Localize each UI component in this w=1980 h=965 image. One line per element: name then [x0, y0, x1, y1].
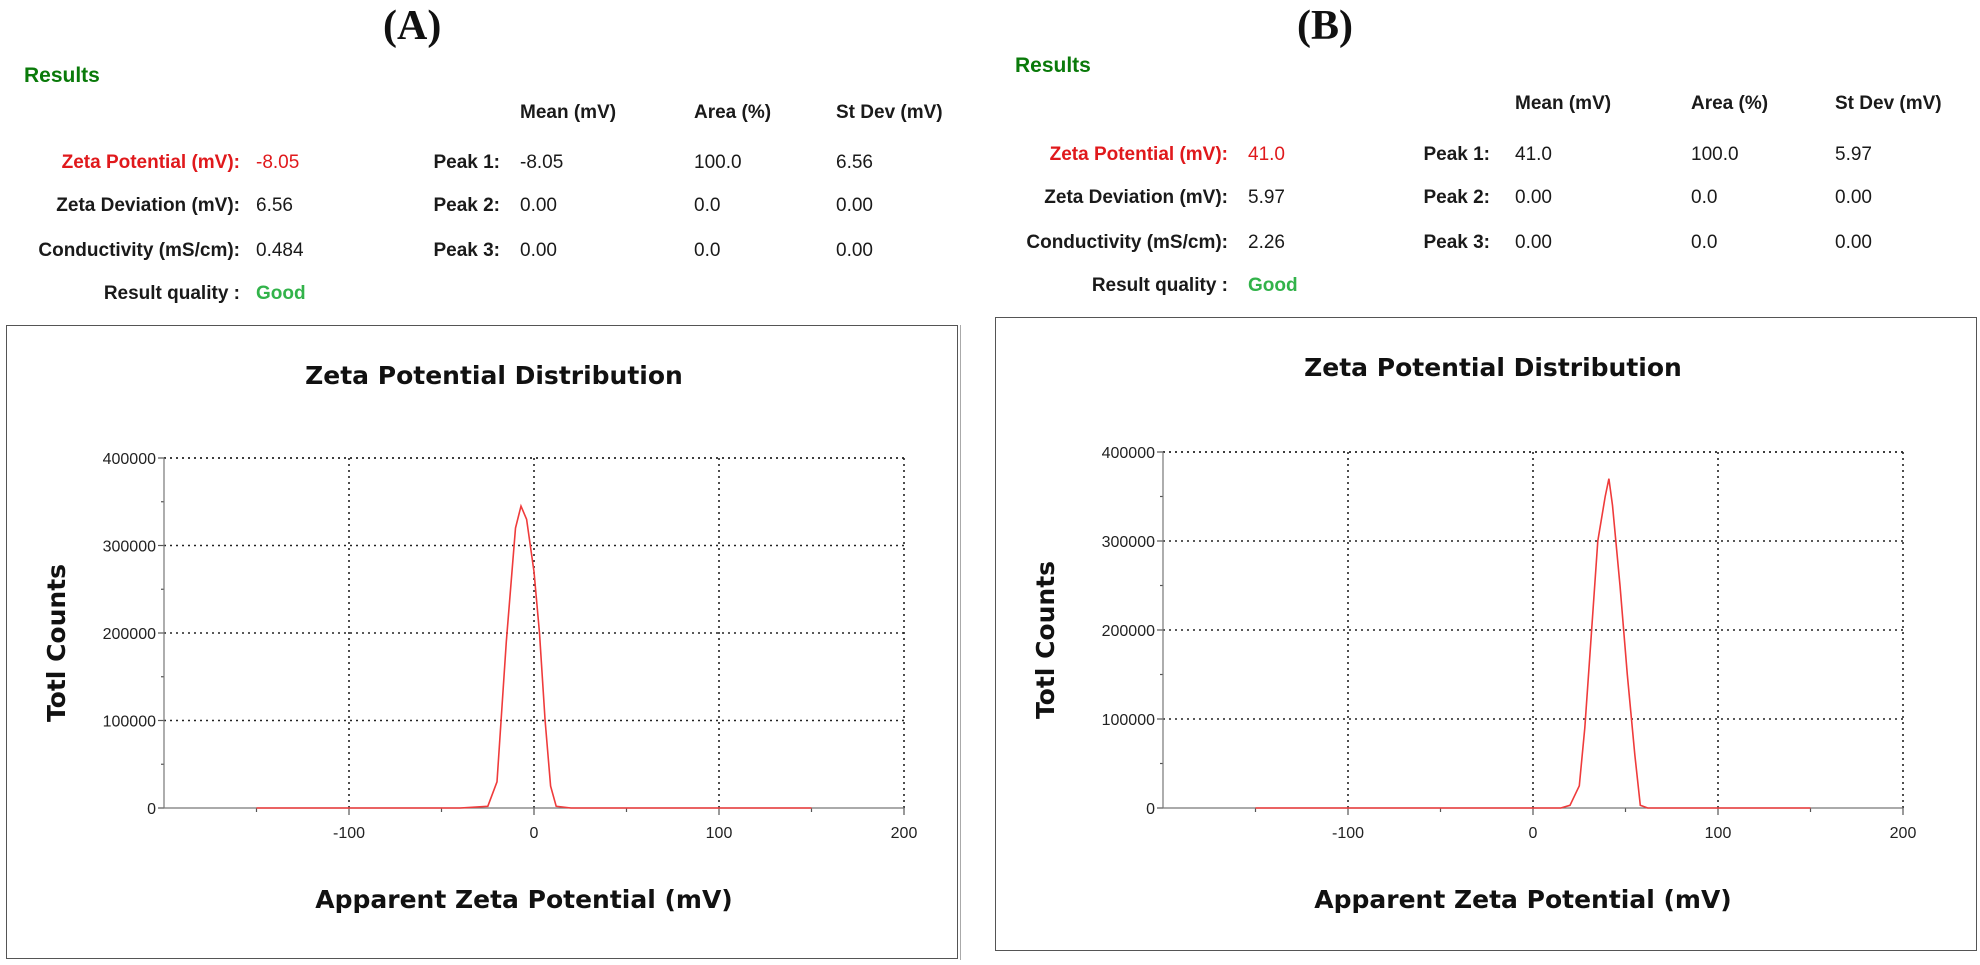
series-line: [1255, 478, 1811, 809]
peak-3-stdev: 0.00: [1835, 232, 1872, 253]
results-heading: Results: [1015, 54, 1091, 77]
y-tick-label: 0: [1146, 801, 1155, 818]
peak-1-stdev: 6.56: [836, 152, 873, 173]
chart-frame: Zeta Potential Distribution 0 100000 200000…: [995, 317, 1977, 951]
peak-3-area: 0.0: [1691, 232, 1718, 253]
zeta-potential-value: -8.05: [256, 152, 300, 173]
panel-a: (A) Results Zeta Potential (mV): -8.05 Z…: [0, 0, 980, 965]
peak-1-mean: 41.0: [1515, 144, 1552, 165]
x-tick-label: 0: [530, 825, 539, 842]
y-tick-label: 200000: [1102, 623, 1155, 640]
peak-3-label: Peak 3:: [433, 240, 500, 261]
x-tick-label: 200: [1890, 825, 1917, 842]
x-tick-label: 0: [1529, 825, 1538, 842]
peak-2-label: Peak 2:: [1423, 187, 1490, 208]
x-tick-label: -100: [1332, 825, 1364, 842]
conductivity-value: 2.26: [1248, 232, 1285, 253]
result-quality-value: Good: [1248, 275, 1298, 296]
conductivity-label: Conductivity (mS/cm):: [38, 240, 240, 261]
y-tick-label: 100000: [103, 714, 156, 731]
conductivity-value: 0.484: [256, 240, 304, 261]
peak-3-area: 0.0: [694, 240, 721, 261]
zeta-deviation-value: 6.56: [256, 195, 293, 216]
y-tick-label: 400000: [1102, 445, 1155, 462]
col-head-stdev: St Dev (mV): [1835, 93, 1942, 114]
y-axis-title: Totl Counts: [42, 564, 71, 722]
peak-3-mean: 0.00: [1515, 232, 1552, 253]
chart-title: Zeta Potential Distribution: [305, 361, 683, 390]
panel-label: (A): [383, 3, 442, 49]
y-tick-label: 300000: [1102, 534, 1155, 551]
chart-title: Zeta Potential Distribution: [1304, 353, 1682, 382]
zeta-potential-value: 41.0: [1248, 144, 1285, 165]
col-head-stdev: St Dev (mV): [836, 102, 943, 123]
peak-1-area: 100.0: [694, 152, 742, 173]
y-tick-label: 100000: [1102, 712, 1155, 729]
y-axis-title: Totl Counts: [1031, 561, 1060, 719]
results-heading: Results: [24, 64, 100, 87]
peak-2-area: 0.0: [1691, 187, 1718, 208]
peak-2-stdev: 0.00: [1835, 187, 1872, 208]
col-head-area: Area (%): [694, 102, 772, 123]
peak-3-stdev: 0.00: [836, 240, 873, 261]
panel-separator: [960, 325, 964, 960]
x-axis-title: Apparent Zeta Potential (mV): [1314, 885, 1731, 914]
peak-1-area: 100.0: [1691, 144, 1739, 165]
peak-1-stdev: 5.97: [1835, 144, 1872, 165]
y-tick-label: 200000: [103, 626, 156, 643]
zeta-chart-a: Zeta Potential Distribution 0 100000 200000…: [42, 361, 918, 914]
peak-2-stdev: 0.00: [836, 195, 873, 216]
zeta-potential-label: Zeta Potential (mV):: [61, 152, 240, 173]
zeta-chart-b: Zeta Potential Distribution 0 100000 200000…: [1031, 353, 1917, 914]
x-axis-title: Apparent Zeta Potential (mV): [315, 885, 732, 914]
peak-2-label: Peak 2:: [433, 195, 500, 216]
result-quality-label: Result quality :: [1091, 275, 1228, 296]
conductivity-label: Conductivity (mS/cm):: [1026, 232, 1228, 253]
y-tick-label: 400000: [103, 451, 156, 468]
panel-b: (B) Results Zeta Potential (mV): 41.0 Ze…: [995, 0, 1980, 965]
zeta-deviation-value: 5.97: [1248, 187, 1285, 208]
y-tick-label: 300000: [103, 539, 156, 556]
peak-1-label: Peak 1:: [1423, 144, 1490, 165]
x-tick-label: 100: [1705, 825, 1732, 842]
col-head-area: Area (%): [1691, 93, 1769, 114]
col-head-mean: Mean (mV): [520, 102, 617, 123]
peak-3-label: Peak 3:: [1423, 232, 1490, 253]
zeta-deviation-label: Zeta Deviation (mV):: [1044, 187, 1228, 208]
x-tick-label: 100: [706, 825, 733, 842]
series-line: [256, 503, 812, 809]
x-tick-label: 200: [891, 825, 918, 842]
col-head-mean: Mean (mV): [1515, 93, 1612, 114]
chart-frame: Zeta Potential Distribution 0 100000 200000…: [6, 325, 958, 959]
panel-label: (B): [1297, 3, 1353, 49]
y-tick-label: 0: [147, 801, 156, 818]
peak-2-mean: 0.00: [1515, 187, 1552, 208]
zeta-potential-label: Zeta Potential (mV):: [1049, 144, 1228, 165]
peak-3-mean: 0.00: [520, 240, 557, 261]
peak-2-mean: 0.00: [520, 195, 557, 216]
x-tick-label: -100: [333, 825, 365, 842]
zeta-deviation-label: Zeta Deviation (mV):: [56, 195, 240, 216]
peak-2-area: 0.0: [694, 195, 721, 216]
peak-1-label: Peak 1:: [433, 152, 500, 173]
result-quality-label: Result quality :: [103, 283, 240, 304]
peak-1-mean: -8.05: [520, 152, 564, 173]
result-quality-value: Good: [256, 283, 306, 304]
